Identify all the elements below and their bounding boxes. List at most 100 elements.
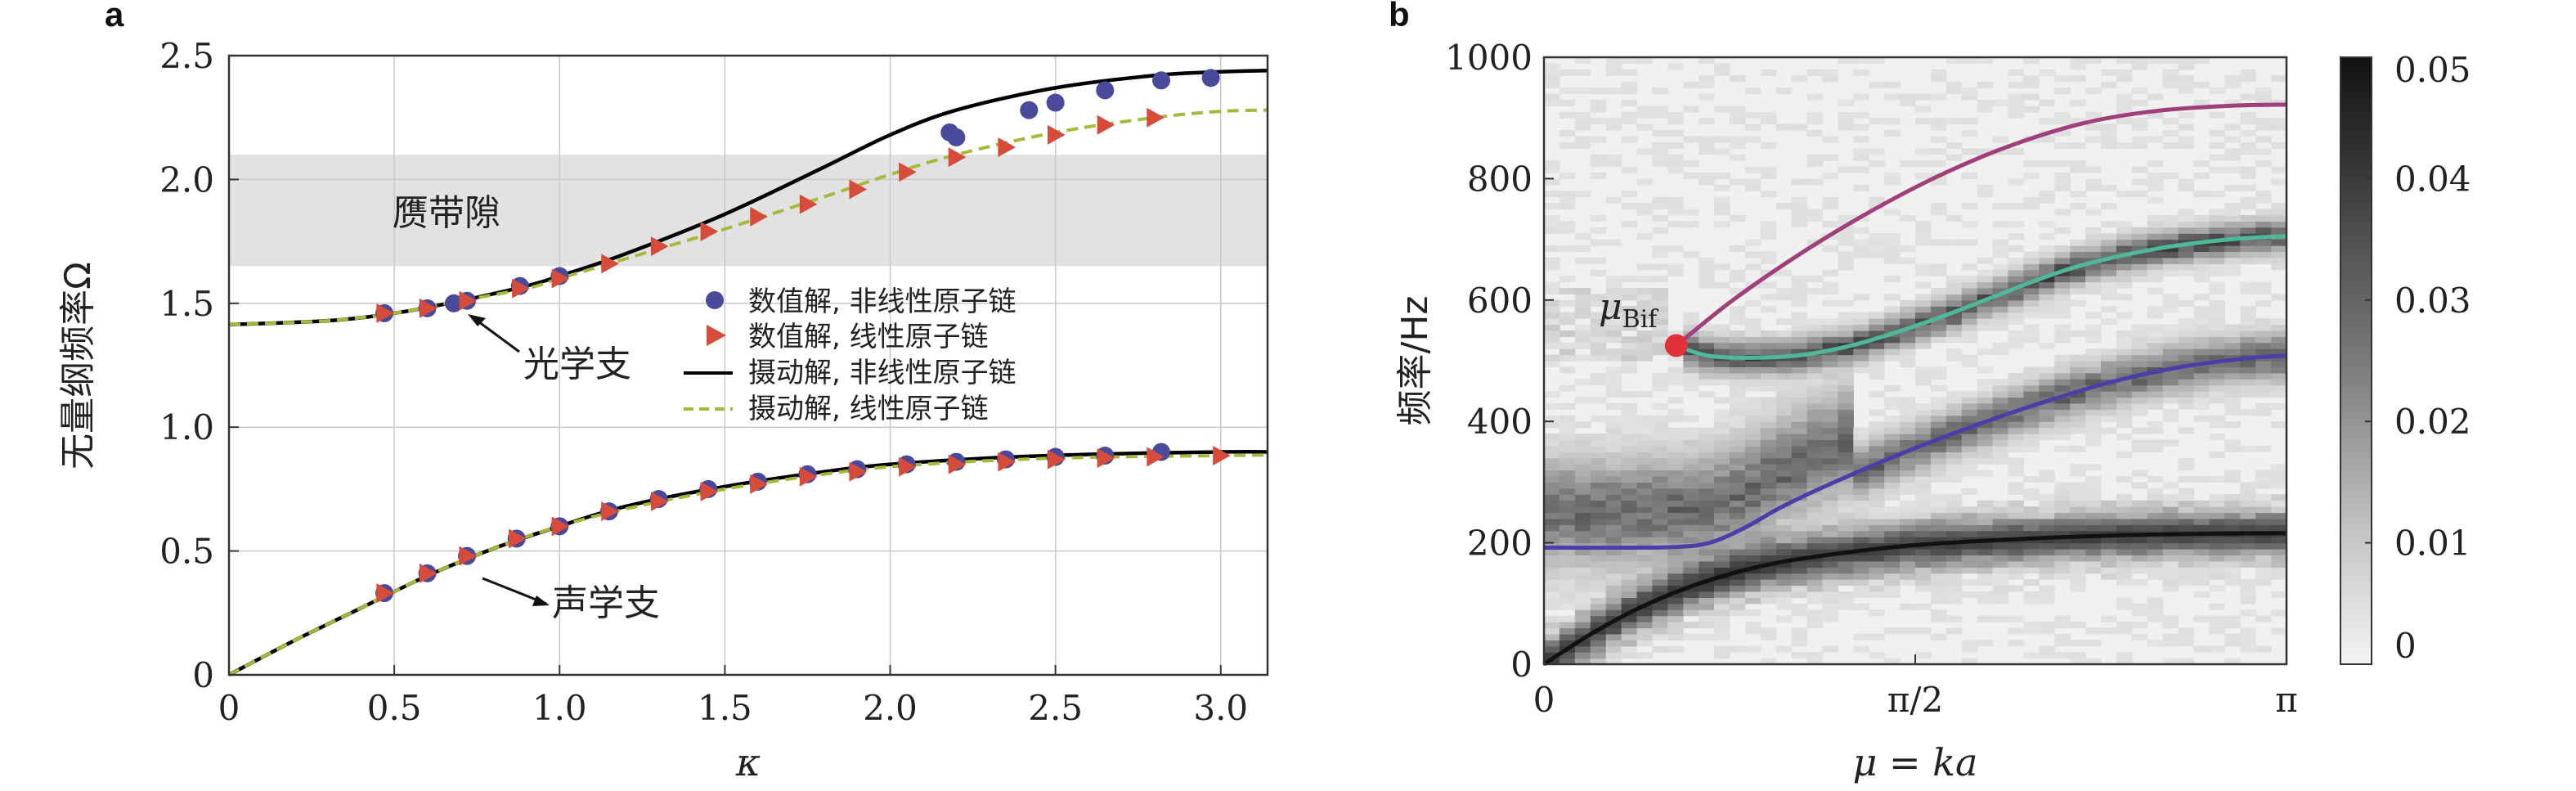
heatmap-cell [1605, 591, 1622, 598]
heatmap-cell [1853, 69, 1869, 76]
heatmap-cell [2054, 361, 2071, 367]
heatmap-cell [1884, 306, 1901, 313]
heatmap-cell [1714, 439, 1730, 447]
heatmap-cell [1590, 445, 1607, 452]
heatmap-cell [1992, 391, 2009, 398]
heatmap-cell [2193, 512, 2210, 519]
heatmap-cell [1791, 354, 1808, 362]
heatmap-cell [1961, 434, 1978, 440]
heatmap-cell [2147, 342, 2164, 349]
heatmap-cell [1806, 585, 1824, 592]
heatmap-cell [1930, 555, 1947, 562]
heatmap-cell [1838, 348, 1854, 356]
optical-branch-label: 光学支 [523, 344, 631, 385]
heatmap-cell [1652, 88, 1668, 95]
heatmap-cell [1977, 276, 1994, 283]
heatmap-cell [1636, 524, 1653, 532]
heatmap-cell [1900, 299, 1916, 307]
heatmap-cell [1590, 549, 1607, 555]
heatmap-cell [1961, 306, 1978, 313]
heatmap-cell [1574, 530, 1591, 537]
heatmap-cell [1544, 312, 1560, 319]
heatmap-cell [1884, 336, 1901, 344]
heatmap-cell [1544, 221, 1560, 228]
heatmap-cell [1930, 415, 1947, 422]
heatmap-cell [2039, 560, 2055, 568]
heatmap-cell [1590, 615, 1607, 622]
data-point-triangle [601, 501, 619, 522]
heatmap-cell [1869, 361, 1885, 367]
heatmap-cell [1884, 209, 1901, 216]
heatmap-cell [2178, 464, 2195, 471]
heatmap-cell [1945, 306, 1963, 313]
heatmap-cell [2085, 330, 2102, 337]
heatmap-cell [1667, 142, 1684, 149]
heatmap-cell [2008, 148, 2024, 155]
heatmap-cell [1915, 573, 1932, 580]
heatmap-cell [2131, 57, 2148, 64]
heatmap-cell [1961, 361, 1978, 367]
heatmap-cell [2147, 173, 2164, 179]
heatmap-cell [1806, 354, 1824, 362]
heatmap-cell [1605, 640, 1622, 647]
x-tick-label: 2.0 [863, 688, 918, 728]
heatmap-cell [1806, 384, 1824, 392]
heatmap-cell [1806, 573, 1824, 580]
heatmap-cell [2255, 579, 2272, 587]
heatmap-cell [1992, 597, 2009, 604]
heatmap-cell [1683, 555, 1699, 562]
heatmap-cell [2240, 288, 2256, 294]
colorbar-tick-label: 0.01 [2394, 524, 2471, 564]
heatmap-cell [1992, 615, 2009, 622]
heatmap-cell [1652, 488, 1668, 495]
heatmap-cell [2023, 160, 2040, 168]
heatmap-cell [1621, 603, 1638, 610]
heatmap-cell [2085, 124, 2102, 131]
heatmap-cell [1559, 476, 1576, 483]
heatmap-cell [2255, 379, 2272, 386]
heatmap-cell [2101, 427, 2117, 434]
heatmap-cell [1869, 585, 1885, 592]
heatmap-cell [1574, 452, 1591, 459]
heatmap-cell [1838, 434, 1854, 440]
heatmap-cell [2131, 549, 2148, 555]
heatmap-cell [1621, 494, 1638, 501]
heatmap-cell [2054, 366, 2071, 374]
heatmap-cell [2162, 512, 2179, 519]
heatmap-cell [2209, 567, 2225, 574]
heatmap-cell [1730, 494, 1746, 501]
heatmap-cell [2008, 379, 2024, 386]
heatmap-cell [2131, 245, 2148, 252]
heatmap-cell [1853, 148, 1869, 155]
heatmap-cell [1574, 627, 1591, 635]
heatmap-cell [1574, 69, 1591, 76]
heatmap-cell [1744, 427, 1761, 434]
heatmap-cell [1544, 342, 1560, 349]
heatmap-cell [1884, 130, 1901, 137]
heatmap-cell [1961, 402, 1978, 410]
heatmap-cell [1900, 555, 1916, 562]
heatmap-cell [1961, 464, 1978, 471]
heatmap-cell [2085, 324, 2102, 331]
heatmap-cell [2162, 245, 2179, 252]
heatmap-cell [1730, 524, 1746, 532]
heatmap-cell [1806, 427, 1824, 434]
heatmap-cell [1884, 239, 1901, 246]
heatmap-cell [2054, 560, 2071, 568]
heatmap-cell [1838, 512, 1854, 519]
heatmap-cell [2131, 269, 2148, 276]
heatmap-cell [2271, 524, 2287, 532]
heatmap-cell [2054, 506, 2071, 514]
heatmap-cell [2271, 214, 2287, 222]
heatmap-cell [1775, 269, 1793, 276]
heatmap-cell [1775, 615, 1793, 622]
heatmap-cell [1900, 257, 1916, 264]
heatmap-cell [2054, 549, 2071, 555]
heatmap-cell [2193, 591, 2210, 598]
heatmap-cell [2193, 342, 2210, 349]
heatmap-cell [2008, 518, 2024, 525]
heatmap-cell [1605, 560, 1622, 568]
heatmap-cell [1730, 276, 1746, 283]
heatmap-cell [1884, 512, 1901, 519]
